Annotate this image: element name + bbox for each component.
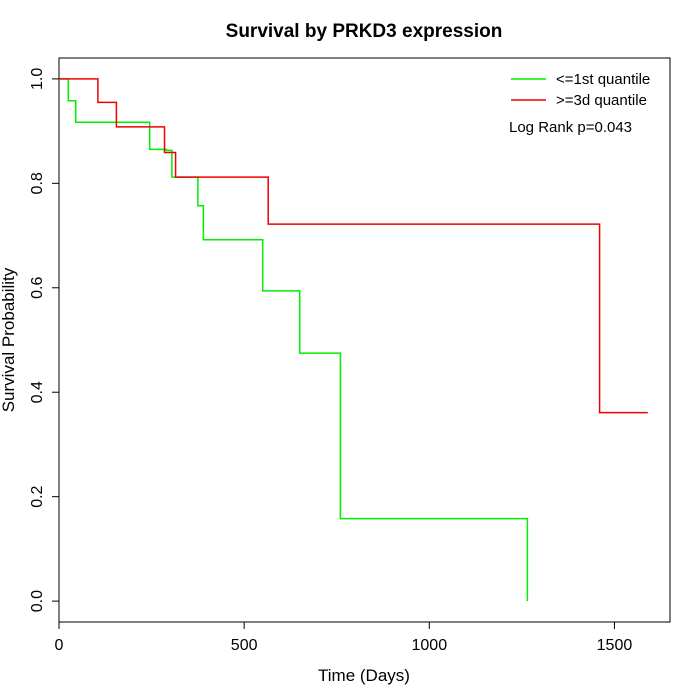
chart-title: Survival by PRKD3 expression [226, 21, 503, 42]
x-axis-label: Time (Days) [318, 666, 410, 685]
y-axis-label: Survival Probability [0, 267, 18, 412]
y-axis: 0.0 0.2 0.4 0.6 0.8 1.0 [29, 68, 60, 612]
x-tick-label: 1500 [597, 637, 633, 654]
y-tick-label: 0.4 [29, 381, 46, 403]
y-tick-label: 0.2 [29, 485, 46, 507]
x-tick-label: 500 [231, 637, 258, 654]
series-line-1 [59, 78, 529, 602]
legend: <=1st quantile >=3d quantile [511, 71, 650, 109]
y-tick-label: 0.8 [29, 172, 46, 194]
legend-label-2: >=3d quantile [556, 92, 647, 109]
series-layer [59, 78, 648, 602]
plot-frame [58, 57, 671, 623]
y-tick-label: 0.6 [29, 277, 46, 299]
legend-label-1: <=1st quantile [556, 71, 650, 88]
x-tick-label: 1000 [412, 637, 448, 654]
log-rank-annotation: Log Rank p=0.043 [509, 119, 632, 136]
y-tick-label: 1.0 [29, 68, 46, 90]
y-tick-label: 0.0 [29, 590, 46, 612]
series-line-2 [59, 78, 648, 414]
x-axis: 0 500 1000 1500 [55, 621, 633, 654]
x-tick-label: 0 [55, 637, 64, 654]
